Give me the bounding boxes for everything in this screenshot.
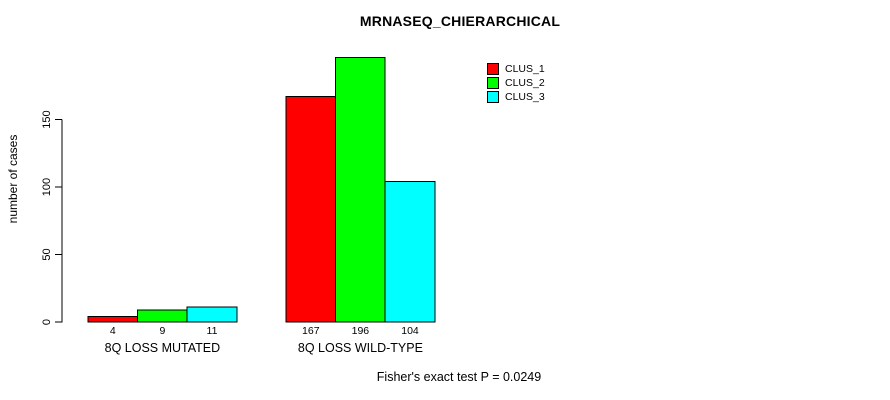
annotation-fisher-test: Fisher's exact test P = 0.0249 [376,370,542,384]
legend-item-clus_3: CLUS_3 [487,90,545,104]
y-axis-tick-label: 50 [41,248,53,260]
y-axis-tick-label: 0 [41,319,53,325]
bar-value-label: 196 [352,325,370,337]
bar-value-label: 4 [110,325,116,337]
bar-clus_2-group2 [335,56,386,323]
chart-title: MRNASEQ_CHIERARCHICAL [359,13,561,29]
category-label: 8Q LOSS MUTATED [105,341,221,355]
y-axis-tick-label: 100 [41,178,53,196]
legend-swatch [487,91,499,103]
bar-value-label: 167 [302,325,320,337]
y-axis-tick-label: 150 [41,110,53,128]
category-label: 8Q LOSS WILD-TYPE [298,341,423,355]
bar-clus_3-group2 [384,181,436,323]
legend-label: CLUS_3 [505,91,545,103]
legend-label: CLUS_2 [505,77,545,89]
bar-value-label: 104 [401,325,419,337]
legend-item-clus_1: CLUS_1 [487,62,545,76]
bar-value-label: 11 [207,325,218,337]
bar-clus_3-group1 [186,306,238,323]
bar-clus_1-group1 [87,316,139,323]
legend-item-clus_2: CLUS_2 [487,76,545,90]
legend-label: CLUS_1 [505,63,545,75]
legend-swatch [487,77,499,89]
bar-clus_2-group1 [137,309,188,323]
legend: CLUS_1 CLUS_2 CLUS_3 [487,62,545,104]
legend-swatch [487,63,499,75]
bar-clus_1-group2 [285,96,337,323]
bar-value-label: 9 [159,325,165,337]
